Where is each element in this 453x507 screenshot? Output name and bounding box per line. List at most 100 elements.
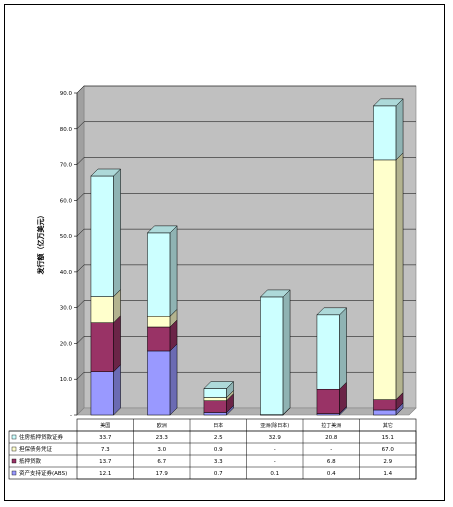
y-tick-label: 50.0 [60, 234, 73, 240]
y-tick-label: 60.0 [60, 198, 73, 204]
bar-face [147, 316, 171, 328]
gridline-side [76, 228, 85, 237]
y-tick-label: 70.0 [60, 163, 73, 169]
bar-face [373, 105, 397, 161]
bar-side [113, 364, 121, 416]
legend-key [11, 470, 17, 476]
data-cell: 3.0 [157, 447, 166, 453]
gridlines [76, 85, 416, 380]
gridline-side [76, 121, 85, 129]
data-cell: - [274, 447, 276, 453]
y-tick-label: 80.0 [60, 127, 73, 133]
bar-segment [90, 315, 121, 373]
data-cell: 3.3 [214, 459, 223, 465]
bar-segment [147, 225, 178, 317]
y-axis-title: 发行额（亿万美元） [36, 212, 45, 276]
data-cell: 2.9 [383, 459, 392, 465]
plot-walls [76, 85, 417, 416]
bar-segment [316, 381, 347, 415]
gridline-side [76, 85, 85, 94]
data-cell: 6.8 [327, 459, 336, 465]
stacked-bar-chart: 90.0 80.0 70.0 60.0 50.0 40.0 30.0 20.0 10.0 - 美国… [8, 85, 417, 480]
bar-face [90, 322, 114, 372]
bar-segment [260, 289, 291, 416]
y-axis: 90.0 80.0 70.0 60.0 50.0 40.0 30.0 20.0 10.0 - [60, 91, 78, 419]
bar-face [147, 232, 171, 317]
gridline-side [76, 372, 85, 380]
legend-key [11, 446, 17, 452]
data-cell: 7.3 [101, 447, 110, 453]
plot-back-wall [83, 85, 417, 409]
bar-top [316, 307, 348, 316]
data-cell: 33.7 [99, 435, 112, 441]
data-cell: 20.8 [325, 435, 338, 441]
bar-face [90, 175, 114, 297]
data-cell: 0.7 [214, 471, 223, 477]
legend-key [11, 458, 17, 464]
bar-face [373, 409, 397, 416]
bar-face [147, 326, 171, 352]
category-label: 亚洲(除日本) [260, 422, 289, 429]
y-tick-label: 20.0 [60, 341, 73, 347]
bar-side [395, 98, 404, 161]
data-cell: 2.5 [214, 435, 223, 441]
bar-top [146, 225, 178, 234]
data-cell: 0.4 [327, 471, 336, 477]
bar-top [203, 381, 235, 389]
bar-segment [90, 364, 121, 416]
category-label: 拉丁美洲 [321, 422, 341, 429]
data-cell: - [330, 447, 332, 453]
bar-side [169, 343, 178, 416]
data-cell: 17.9 [156, 471, 169, 477]
series-name: 住房抵押贷款证券 [19, 433, 64, 441]
y-tick-label: 40.0 [60, 270, 73, 276]
bar-face [203, 388, 227, 398]
data-cell: 1.4 [383, 471, 392, 477]
bar-top [259, 289, 291, 298]
y-tick-label: 10.0 [60, 377, 73, 383]
data-cell: 0.9 [214, 447, 223, 453]
gridline-side [76, 264, 85, 273]
category-label: 美国 [100, 422, 110, 429]
y-tick-label: 30.0 [60, 306, 73, 312]
data-cell: 32.9 [269, 435, 282, 441]
bar-segment [203, 404, 234, 416]
bar-face [147, 350, 171, 416]
bar-face [203, 412, 227, 416]
gridline-side [76, 193, 85, 201]
plot-side-wall [76, 85, 85, 416]
bar-face [260, 296, 284, 415]
chart-frame: 90.0 80.0 70.0 60.0 50.0 40.0 30.0 20.0 10.0 - 美国… [4, 4, 445, 501]
data-cell: 13.7 [99, 459, 112, 465]
data-cell: 15.1 [382, 435, 394, 441]
bar-face [316, 314, 340, 390]
bar-side [113, 168, 121, 298]
bar-face [90, 371, 114, 416]
data-cell: 0.1 [270, 471, 279, 477]
bar-segment [90, 288, 121, 324]
bar-segment [373, 98, 404, 161]
bar-side [169, 225, 178, 317]
bar-face [203, 397, 227, 401]
series-name: 抵押贷款 [19, 457, 42, 465]
bar-face [373, 159, 397, 400]
bars [90, 98, 404, 416]
bar-face [316, 388, 340, 414]
bar-side [113, 315, 121, 373]
gridline-side [76, 300, 85, 308]
bar-segment [147, 343, 178, 416]
bar-face [90, 296, 114, 323]
bar-face [203, 400, 227, 413]
y-tick-label: 90.0 [60, 91, 73, 97]
data-cell: - [274, 459, 276, 465]
data-cell: 6.7 [157, 459, 166, 465]
category-label: 欧洲 [157, 422, 167, 429]
data-cell: 23.3 [156, 435, 169, 441]
category-label: 其它 [383, 422, 393, 429]
gridline-side [76, 157, 85, 165]
series-name: 担保债务凭证 [19, 445, 53, 453]
bar-face [373, 399, 397, 411]
gridline-side [76, 336, 85, 344]
bar-top [372, 98, 404, 107]
